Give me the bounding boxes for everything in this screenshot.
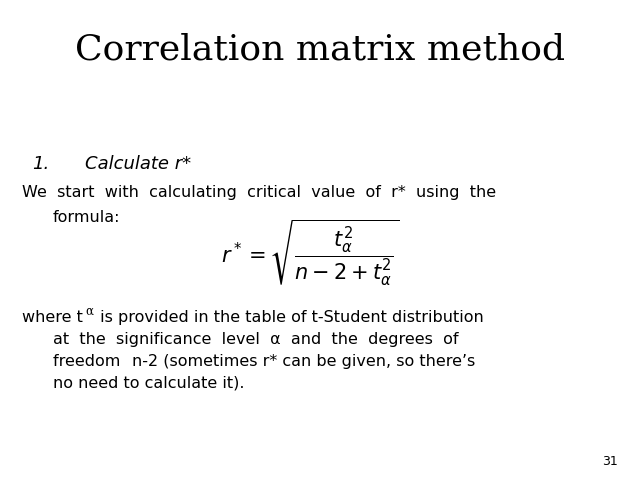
Text: 31: 31	[602, 455, 618, 468]
Text: Calculate r*: Calculate r*	[85, 155, 191, 173]
Text: 1.: 1.	[32, 155, 49, 173]
Text: We  start  with  calculating  critical  value  of  r*  using  the: We start with calculating critical value…	[22, 185, 496, 200]
Text: formula:: formula:	[53, 210, 120, 225]
Text: Correlation matrix method: Correlation matrix method	[75, 33, 565, 67]
Text: at  the  significance  level  α  and  the  degrees  of: at the significance level α and the degr…	[53, 332, 458, 347]
Text: $r^* = \sqrt{\dfrac{t_{\alpha}^{2}}{n-2+t_{\alpha}^{2}}}$: $r^* = \sqrt{\dfrac{t_{\alpha}^{2}}{n-2+…	[221, 217, 399, 287]
Text: is provided in the table of t-Student distribution: is provided in the table of t-Student di…	[95, 310, 484, 325]
Text: α: α	[85, 305, 93, 318]
Text: no need to calculate it).: no need to calculate it).	[53, 376, 244, 391]
Text: freedom   n-2 (sometimes r* can be given, so there’s: freedom n-2 (sometimes r* can be given, …	[53, 354, 476, 369]
Text: where t: where t	[22, 310, 83, 325]
